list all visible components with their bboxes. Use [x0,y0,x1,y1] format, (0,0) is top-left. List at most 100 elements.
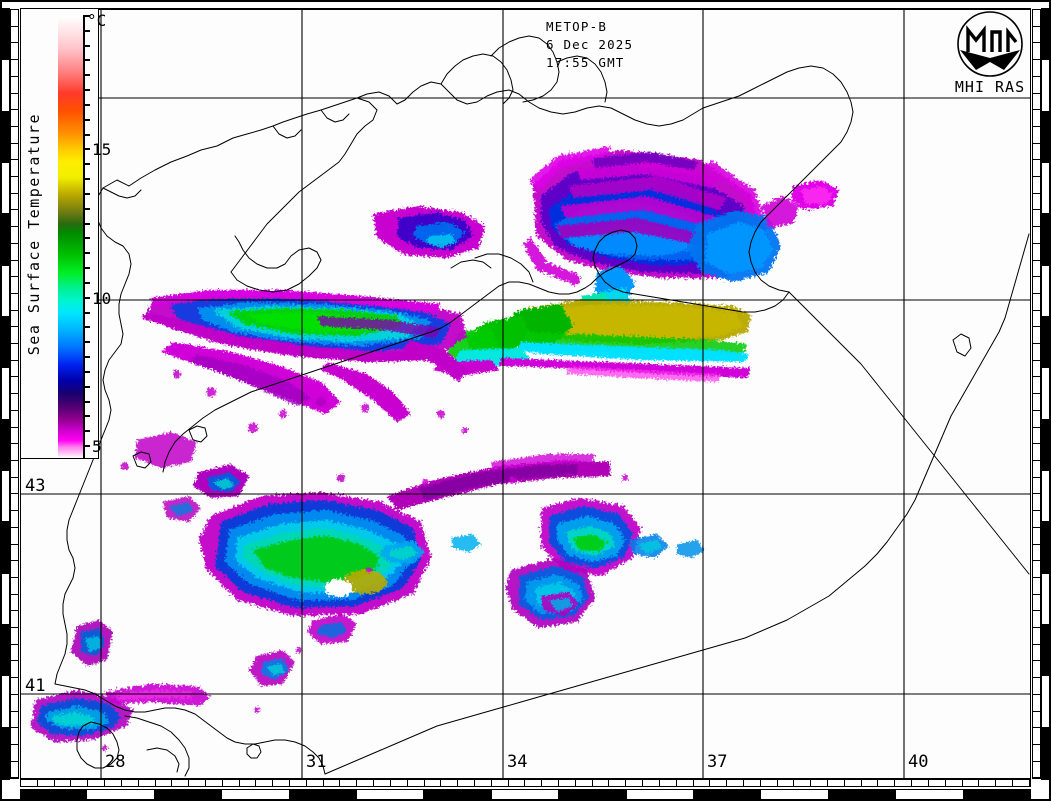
border-minor-tick [794,780,812,786]
border-minor-tick [172,780,190,786]
border-minor-tick [11,444,18,461]
colorbar-tick [83,370,90,373]
border-minor-tick [1033,144,1040,161]
colorbar-tick [83,44,90,47]
border-minor-tick [727,780,744,786]
border-minor-tick [1033,77,1040,94]
colorbar-tick [83,267,90,270]
border-minor-tick [1033,528,1040,545]
sst-sw-streak [387,454,611,510]
border-minor-tick [11,127,18,144]
border-left-degree-blocks [0,7,10,780]
border-minor-tick [11,160,18,178]
lon-label-31: 31 [306,752,327,772]
border-degree-block [962,789,1033,801]
map-background [21,10,1030,778]
border-minor-tick [542,780,559,786]
border-degree-block [0,469,10,524]
graticule [21,10,1030,778]
sst-patch-ne [791,180,839,210]
border-left-minor-ticks [10,9,19,779]
sst-azov-east [687,196,799,282]
border-minor-tick [1033,428,1040,445]
colorbar-label-5: 5 [92,437,102,457]
border-minor-tick [1033,494,1040,512]
border-bottom-degree-blocks [18,789,1033,801]
border-minor-tick [1033,611,1040,629]
border-minor-tick [11,645,18,662]
border-minor-tick [11,728,18,745]
border-minor-tick [1033,160,1040,178]
border-minor-tick [677,780,694,786]
border-minor-tick [11,511,18,528]
colorbar-tick [83,296,90,299]
border-minor-tick [643,780,660,786]
border-minor-tick [1033,578,1040,595]
lon-label-34: 34 [507,752,528,772]
border-degree-block [1041,469,1051,524]
colorbar-tick [83,148,90,151]
border-right-degree-blocks [1041,7,1051,780]
colorbar-tick [83,178,90,181]
border-minor-tick [845,780,862,786]
border-degree-block [153,789,224,801]
border-degree-block [1041,213,1051,267]
border-minor-tick [929,780,946,786]
colorbar-tick [83,133,90,136]
border-minor-tick [11,578,18,595]
border-minor-tick [11,545,18,562]
border-minor-tick [1033,561,1040,578]
border-degree-block [1041,521,1051,575]
colorbar-title: Sea Surface Temperature [23,9,45,459]
border-degree-block [827,789,898,801]
border-minor-tick [11,43,18,61]
border-minor-tick [1033,394,1040,411]
border-degree-block [760,789,830,801]
border-bottom [0,779,1051,801]
colorbar-label-15: 15 [92,140,112,160]
colorbar-axis [83,16,85,458]
border-minor-tick [11,611,18,629]
border-minor-tick [11,461,18,478]
border-minor-tick [11,377,18,395]
border-minor-tick [11,561,18,578]
border-minor-tick [744,780,761,786]
border-minor-tick [71,780,89,786]
border-minor-tick [11,77,18,94]
colorbar-tick [83,415,90,418]
border-degree-block [693,789,763,801]
border-minor-tick [1033,511,1040,528]
colorbar-tick [83,400,90,403]
border-minor-tick [710,780,728,786]
colorbar-tick [83,103,90,106]
border-minor-tick [11,244,18,261]
border-minor-tick [256,780,274,786]
border-minor-tick [862,780,879,786]
border-minor-tick [1033,461,1040,478]
lon-label-28: 28 [105,752,126,772]
border-minor-tick [912,780,929,786]
border-minor-tick [88,780,106,786]
acquisition-time: 17:55 GMT [546,55,625,70]
border-minor-tick [1033,595,1040,612]
border-minor-tick [559,780,576,786]
border-degree-block [490,789,561,801]
border-minor-tick [11,428,18,445]
border-minor-tick [11,277,18,294]
border-minor-tick [509,780,526,786]
border-left [0,0,20,801]
border-minor-tick [11,10,18,27]
border-right-minor-ticks [1032,9,1041,779]
border-minor-tick [11,528,18,545]
border-degree-block [0,7,10,62]
border-minor-tick [1033,728,1040,745]
border-minor-tick [11,194,18,211]
border-degree-block [86,789,156,801]
border-minor-tick [1033,177,1040,194]
border-minor-tick [811,780,828,786]
border-minor-tick [1033,94,1040,111]
border-minor-tick [11,110,18,127]
colorbar-tick [83,356,90,359]
border-minor-tick [778,780,795,786]
colorbar-panel: Sea Surface Temperature °C 15 10 5 [21,9,111,459]
